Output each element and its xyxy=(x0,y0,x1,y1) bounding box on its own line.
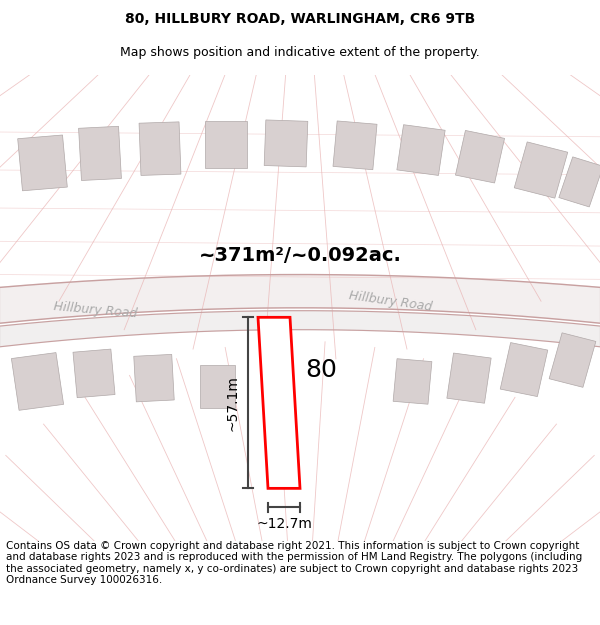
Text: ~371m²/~0.092ac.: ~371m²/~0.092ac. xyxy=(199,246,401,265)
Bar xyxy=(393,359,432,404)
Polygon shape xyxy=(0,274,600,323)
Bar xyxy=(139,122,181,176)
Polygon shape xyxy=(258,318,300,488)
Bar xyxy=(205,121,247,168)
Text: Hillbury Road: Hillbury Road xyxy=(347,289,433,313)
Bar xyxy=(455,131,505,183)
Bar xyxy=(79,126,121,181)
Text: ~12.7m: ~12.7m xyxy=(256,518,312,531)
Bar xyxy=(17,135,67,191)
Text: Contains OS data © Crown copyright and database right 2021. This information is : Contains OS data © Crown copyright and d… xyxy=(6,541,582,586)
Bar xyxy=(200,365,235,408)
Text: 80: 80 xyxy=(305,357,337,382)
Bar xyxy=(514,142,568,198)
Bar xyxy=(333,121,377,170)
Bar xyxy=(447,353,491,403)
Text: Hillbury Road: Hillbury Road xyxy=(53,301,137,321)
Bar xyxy=(397,125,445,176)
Bar xyxy=(73,349,115,398)
Bar xyxy=(264,120,308,167)
Bar xyxy=(11,352,64,410)
Bar xyxy=(500,342,548,397)
Bar xyxy=(134,354,174,402)
Text: ~57.1m: ~57.1m xyxy=(226,375,240,431)
Text: 80, HILLBURY ROAD, WARLINGHAM, CR6 9TB: 80, HILLBURY ROAD, WARLINGHAM, CR6 9TB xyxy=(125,12,475,26)
Text: Map shows position and indicative extent of the property.: Map shows position and indicative extent… xyxy=(120,46,480,59)
Bar xyxy=(549,333,596,388)
Polygon shape xyxy=(0,311,600,347)
Bar xyxy=(559,157,600,207)
